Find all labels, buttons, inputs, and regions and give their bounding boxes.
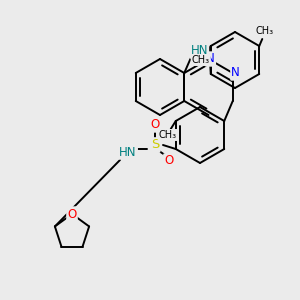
Text: CH₃: CH₃ <box>192 55 210 65</box>
Text: HN: HN <box>119 146 137 158</box>
Text: O: O <box>164 154 174 167</box>
Text: O: O <box>68 208 76 220</box>
Text: S: S <box>151 139 159 152</box>
Text: O: O <box>150 118 160 131</box>
Text: N: N <box>206 52 215 65</box>
Text: N: N <box>231 67 240 80</box>
Text: HN: HN <box>190 44 208 58</box>
Text: CH₃: CH₃ <box>159 130 177 140</box>
Text: CH₃: CH₃ <box>255 26 273 36</box>
